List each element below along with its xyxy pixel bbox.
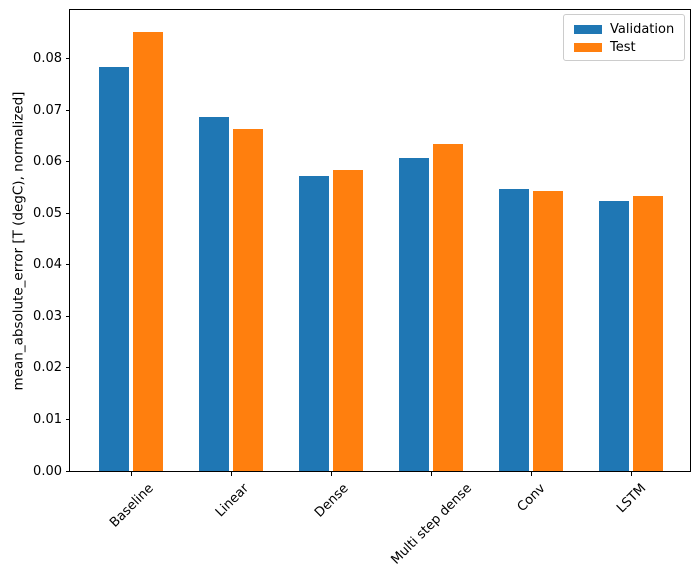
- y-tick-label: 0.02: [33, 360, 62, 376]
- y-axis-label: mean_absolute_error [T (degC), normalize…: [10, 91, 26, 390]
- x-tick-mark: [230, 472, 232, 476]
- bar-validation-lstm: [599, 201, 629, 471]
- x-tick-mark: [330, 472, 332, 476]
- bar-test-multi-step-dense: [433, 144, 463, 471]
- x-tick-label-dense: Dense: [311, 481, 352, 521]
- y-tick-mark: [66, 315, 70, 317]
- bar-validation-conv: [499, 189, 529, 471]
- x-tick-mark: [530, 472, 532, 476]
- y-tick-label: 0.05: [33, 205, 62, 221]
- x-tick-label-multi-step-dense: Multi step dense: [388, 481, 476, 568]
- y-tick-mark: [66, 161, 70, 163]
- x-tick-label-conv: Conv: [514, 481, 549, 515]
- legend-item-validation: Validation: [574, 21, 684, 38]
- y-tick-label: 0.04: [33, 257, 62, 273]
- y-tick-mark: [66, 367, 70, 369]
- y-axis-label-column: mean_absolute_error [T (degC), normalize…: [4, 10, 32, 471]
- y-tick-label: 0.01: [33, 411, 62, 427]
- y-tick-mark: [66, 470, 70, 472]
- x-tick-label-baseline: Baseline: [106, 481, 157, 531]
- y-tick-mark: [66, 264, 70, 266]
- y-tick-mark: [66, 212, 70, 214]
- legend-label-test: Test: [610, 40, 636, 55]
- x-tick-mark: [130, 472, 132, 476]
- bar-test-conv: [533, 191, 563, 471]
- x-tick-mark: [430, 472, 432, 476]
- legend-label-validation: Validation: [610, 22, 675, 37]
- bar-test-dense: [333, 170, 363, 471]
- bar-test-baseline: [133, 32, 163, 471]
- y-tick-mark: [66, 109, 70, 111]
- legend: Validation Test: [563, 14, 685, 61]
- bar-test-linear: [233, 129, 263, 471]
- x-tick-label-linear: Linear: [212, 481, 252, 521]
- y-tick-label: 0.00: [33, 463, 62, 479]
- test-color-swatch: [574, 42, 602, 53]
- legend-item-test: Test: [574, 39, 684, 56]
- y-tick-mark: [66, 58, 70, 60]
- bar-validation-baseline: [99, 67, 129, 471]
- plot-area: [69, 9, 691, 472]
- y-tick-mark: [66, 418, 70, 420]
- validation-color-swatch: [574, 24, 602, 35]
- bar-validation-dense: [299, 176, 329, 471]
- bar-test-lstm: [633, 196, 663, 471]
- bar-validation-linear: [199, 117, 229, 471]
- x-tick-label-lstm: LSTM: [613, 481, 650, 517]
- y-tick-label: 0.06: [33, 154, 62, 170]
- y-tick-label: 0.08: [33, 51, 62, 67]
- bar-validation-multi-step-dense: [399, 158, 429, 471]
- y-tick-label: 0.07: [33, 102, 62, 118]
- x-tick-mark: [630, 472, 632, 476]
- y-tick-label: 0.03: [33, 308, 62, 324]
